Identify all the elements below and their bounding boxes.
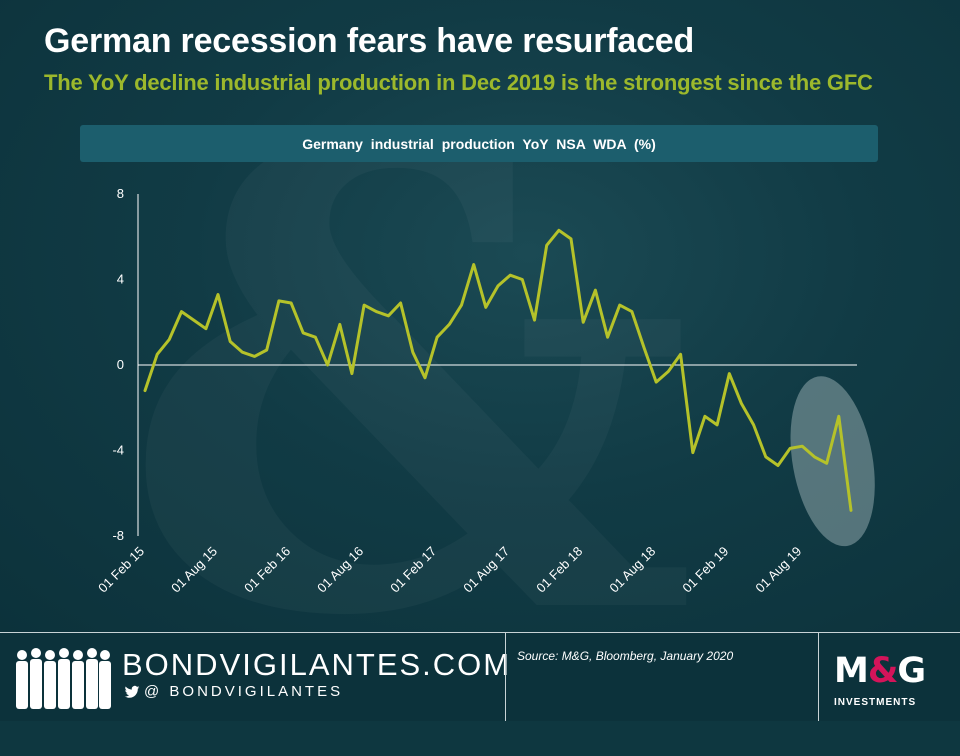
data-point (386, 314, 390, 318)
x-tick-label: 01 Feb 18 (533, 544, 585, 596)
data-point (326, 363, 330, 367)
source-note: Source: M&G, Bloomberg, January 2020 (517, 649, 734, 663)
team-silhouettes-icon (16, 648, 111, 709)
data-point (496, 284, 500, 288)
data-point (192, 318, 196, 322)
series-line (143, 228, 853, 512)
twitter-handle[interactable]: @ BONDVIGILANTES (124, 683, 343, 700)
data-point (362, 303, 366, 307)
data-point (447, 322, 451, 326)
data-point (143, 389, 147, 393)
data-point (764, 455, 768, 459)
data-point (666, 369, 670, 373)
footer-divider-right (818, 633, 819, 721)
x-tick-label: 01 Aug 16 (314, 544, 366, 596)
logo-g: G (897, 651, 926, 691)
data-point (472, 263, 476, 267)
data-point (216, 292, 220, 296)
data-point (642, 346, 646, 350)
footer-divider-left (505, 633, 506, 721)
chart-title-banner: Germany industrial production YoY NSA WD… (80, 125, 878, 162)
data-point (411, 350, 415, 354)
x-tick-label: 01 Aug 18 (606, 544, 658, 596)
data-point (520, 278, 524, 282)
y-tick-label: 4 (117, 272, 124, 287)
data-point (849, 508, 853, 512)
x-tick-label: 01 Aug 19 (752, 544, 804, 596)
data-point (374, 310, 378, 314)
data-point (752, 423, 756, 427)
data-point (423, 376, 427, 380)
data-point (265, 348, 269, 352)
page-subtitle: The YoY decline industrial production in… (44, 70, 873, 95)
data-point (277, 299, 281, 303)
data-point (508, 273, 512, 277)
data-point (301, 331, 305, 335)
chart-title: Germany industrial production YoY NSA WD… (302, 135, 656, 152)
data-point (313, 335, 317, 339)
data-point (837, 414, 841, 418)
data-point (253, 354, 257, 358)
x-tick-label: 01 Feb 19 (679, 544, 731, 596)
logo-amp: & (867, 651, 899, 691)
data-point (167, 337, 171, 341)
data-point (776, 463, 780, 467)
data-point (289, 301, 293, 305)
data-point (459, 303, 463, 307)
data-point (484, 305, 488, 309)
y-tick-label: -8 (112, 528, 124, 543)
data-point (204, 327, 208, 331)
data-point (240, 350, 244, 354)
page-title: German recession fears have resurfaced (44, 22, 695, 60)
data-point (715, 423, 719, 427)
line-chart: 8 4 0 -4 -801 Feb 15 01 Aug 15 01 Feb 16 01 Aug… (95, 186, 875, 596)
data-point (545, 243, 549, 247)
x-tick-label: 01 Feb 16 (241, 544, 293, 596)
data-point (569, 237, 573, 241)
y-tick-label: -4 (112, 443, 124, 458)
data-point (533, 318, 537, 322)
data-point (228, 339, 232, 343)
data-point (654, 380, 658, 384)
data-point (350, 372, 354, 376)
data-point (825, 461, 829, 465)
x-tick-label: 01 Feb 17 (387, 544, 439, 596)
data-point (679, 352, 683, 356)
brand-link[interactable]: BONDVIGILANTES.COM (122, 647, 512, 682)
data-point (606, 335, 610, 339)
data-point (727, 372, 731, 376)
data-point (155, 352, 159, 356)
mg-logo-subtitle: INVESTMENTS (834, 697, 917, 708)
data-point (691, 451, 695, 455)
data-point (338, 322, 342, 326)
highlight-ellipse (790, 376, 875, 547)
data-point (739, 401, 743, 405)
data-point (788, 446, 792, 450)
x-tick-label: 01 Feb 15 (95, 544, 147, 596)
data-point (435, 335, 439, 339)
twitter-bird-icon (124, 685, 140, 698)
data-point (618, 303, 622, 307)
x-tick-label: 01 Aug 15 (168, 544, 220, 596)
mg-logo: M&G (834, 651, 926, 691)
twitter-handle-text: @ BONDVIGILANTES (144, 683, 344, 700)
data-point (581, 320, 585, 324)
footer: BONDVIGILANTES.COM @ BONDVIGILANTES Sour… (0, 632, 960, 721)
x-tick-label: 01 Aug 17 (460, 544, 512, 596)
y-tick-label: 0 (117, 357, 124, 372)
data-point (703, 414, 707, 418)
data-point (557, 228, 561, 232)
data-point (593, 288, 597, 292)
data-point (630, 310, 634, 314)
background (0, 0, 960, 632)
data-point (180, 310, 184, 314)
data-point (812, 455, 816, 459)
data-point (399, 301, 403, 305)
y-tick-label: 8 (117, 186, 124, 201)
data-point (800, 444, 804, 448)
logo-m: M (834, 651, 869, 691)
